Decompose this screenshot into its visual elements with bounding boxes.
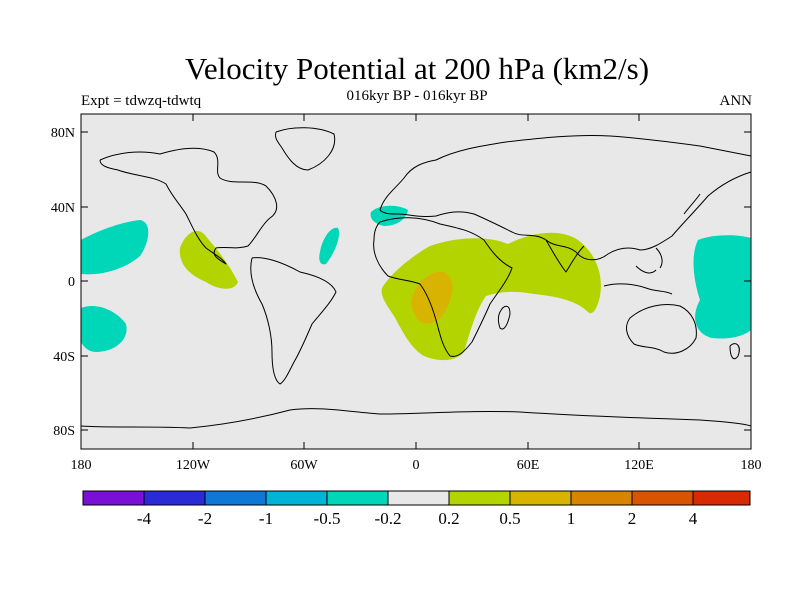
colorbar-label-8: 1	[567, 509, 576, 528]
anomaly-region-eastern-pacific	[179, 230, 238, 289]
plot-subtitle: 016kyr BP - 016kyr BP	[346, 88, 488, 104]
coastlines	[80, 127, 752, 429]
coastline-new-zealand	[729, 343, 740, 360]
coastline-south-america	[250, 257, 337, 385]
anomaly-region-mediterranean	[370, 205, 408, 226]
coastline-north-america	[99, 147, 278, 265]
colorbar-label-4: -0.5	[314, 509, 341, 528]
lat-label-80s: 80S	[53, 424, 75, 439]
plot-title: Velocity Potential at 200 hPa (km2/s)	[184, 51, 650, 86]
colorbar	[82, 490, 751, 506]
anomaly-region-central-pacific	[81, 220, 149, 275]
lat-label-0: 0	[68, 275, 75, 290]
colorbar-box-6	[387, 490, 450, 506]
anomaly-region-mid-atlantic	[319, 227, 340, 265]
anomaly-region-africa-indian-ocean	[381, 232, 601, 361]
anomaly-region-south-pacific	[81, 305, 127, 352]
coastline-greenland	[275, 127, 336, 171]
lon-label-180w: 180	[71, 458, 92, 473]
lon-label-60w: 60W	[290, 458, 318, 473]
colorbar-box-2	[143, 490, 206, 506]
colorbar-label-5: -0.2	[375, 509, 402, 528]
experiment-label: Expt = tdwzq-tdwtq	[81, 93, 202, 109]
lat-label-40n: 40N	[51, 201, 75, 216]
coastline-europe-asia	[379, 134, 752, 261]
lon-label-120w: 120W	[176, 458, 211, 473]
lon-label-180e: 180	[741, 458, 762, 473]
colorbar-box-1	[82, 490, 145, 506]
season-label: ANN	[719, 93, 753, 109]
colorbar-box-7	[448, 490, 511, 506]
colorbar-label-7: 0.5	[499, 509, 520, 528]
colorbar-label-9: 2	[628, 509, 637, 528]
lon-label-120e: 120E	[624, 458, 654, 473]
coastline-australia	[626, 304, 697, 354]
lon-label-60e: 60E	[517, 458, 540, 473]
coastline-southeast-asia	[603, 247, 673, 295]
coastline-antarctica	[80, 408, 752, 429]
axis-ticks	[81, 114, 751, 449]
colorbar-label-1: -4	[137, 509, 152, 528]
colorbar-box-11	[692, 490, 751, 506]
colorbar-label-6: 0.2	[438, 509, 459, 528]
colorbar-label-3: -1	[259, 509, 273, 528]
colorbar-box-3	[204, 490, 267, 506]
lat-label-80n: 80N	[51, 126, 75, 141]
colorbar-label-2: -2	[198, 509, 212, 528]
colorbar-box-8	[509, 490, 572, 506]
lon-label-0: 0	[413, 458, 420, 473]
coastline-africa	[373, 217, 513, 357]
colorbar-box-9	[570, 490, 633, 506]
anomaly-region-western-pacific	[693, 235, 751, 339]
colorbar-box-5	[326, 490, 389, 506]
colorbar-label-10: 4	[689, 509, 698, 528]
lat-label-40s: 40S	[53, 350, 75, 365]
colorbar-box-10	[631, 490, 694, 506]
coastline-india	[545, 239, 585, 273]
anomaly-layer	[81, 205, 751, 361]
anomaly-region-south-atlantic	[411, 271, 453, 324]
coastline-madagascar	[498, 305, 511, 330]
colorbar-box-4	[265, 490, 328, 506]
coastline-japan	[683, 193, 701, 215]
